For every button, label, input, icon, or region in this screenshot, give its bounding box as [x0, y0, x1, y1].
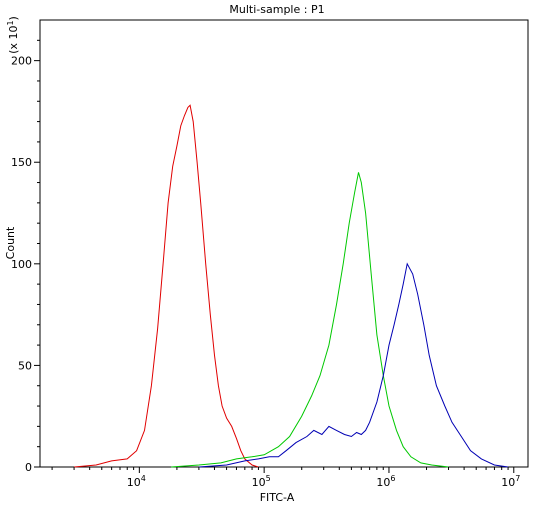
x-tick-label: 106	[376, 474, 395, 489]
x-tick-exp: 4	[141, 474, 146, 483]
y-tick-label: 200	[11, 55, 32, 68]
y-tick-label: 100	[11, 258, 32, 271]
series-layer	[74, 104, 509, 468]
y-multiplier-text: (x 10	[7, 26, 20, 54]
x-tick-label: 105	[252, 474, 271, 489]
y-tick-label: 50	[18, 359, 32, 372]
x-axis-title: FITC-A	[260, 491, 295, 504]
y-multiplier-label: (x 101)	[6, 16, 20, 54]
x-axis: 104 105 106 107	[51, 467, 520, 489]
series-line-3	[198, 262, 509, 468]
y-multiplier-exp: 1	[6, 20, 15, 25]
x-tick-base: 10	[252, 476, 266, 489]
x-tick-base: 10	[127, 476, 141, 489]
series-line-2	[171, 172, 449, 468]
series-line-1	[74, 104, 259, 468]
x-tick-label: 107	[501, 474, 520, 489]
y-tick-label: 150	[11, 156, 32, 169]
x-tick-exp: 6	[390, 474, 395, 483]
y-tick-label: 0	[25, 461, 32, 474]
x-tick-base: 10	[501, 476, 515, 489]
plot-frame	[39, 19, 529, 468]
x-tick-label: 104	[127, 474, 146, 489]
x-tick-exp: 5	[266, 474, 271, 483]
y-axis: 0 50 100 150 200	[11, 39, 40, 474]
x-tick-exp: 7	[515, 474, 520, 483]
y-axis-title: Count	[4, 226, 17, 259]
x-tick-base: 10	[376, 476, 390, 489]
y-multiplier-close: )	[7, 16, 20, 20]
chart-title: Multi-sample : P1	[229, 3, 324, 16]
